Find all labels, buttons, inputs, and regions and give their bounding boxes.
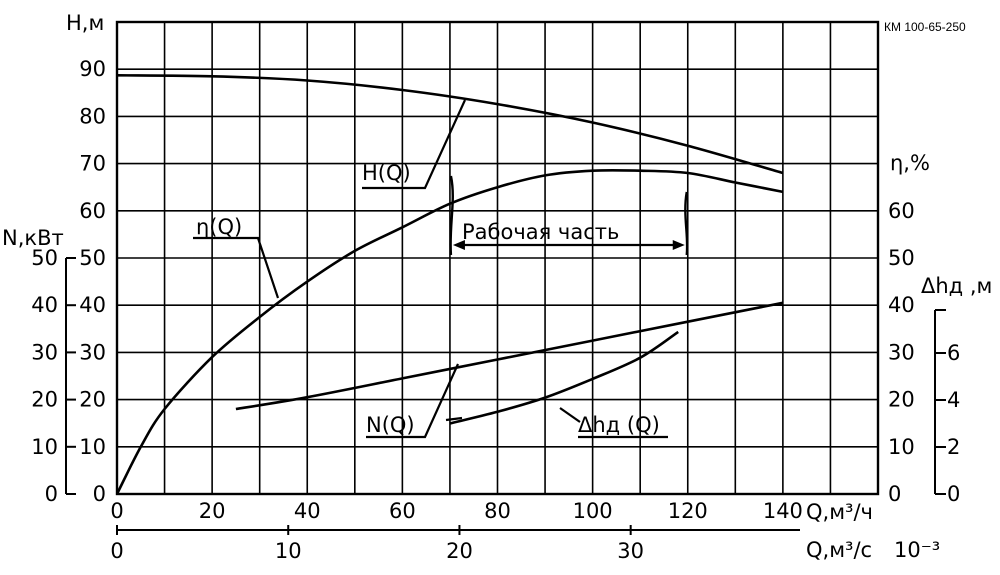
power-tick-label: 20 <box>31 388 58 412</box>
power-tick-label: 40 <box>31 293 58 317</box>
efficiency-tick-label: 0 <box>888 482 901 506</box>
x2-tick-label: 0 <box>110 539 123 563</box>
npsh-curve-label: Δhд (Q) <box>578 413 660 437</box>
curves <box>115 74 784 495</box>
power-tick-label: 0 <box>45 482 58 506</box>
working-range-left-mark <box>449 175 454 256</box>
efficiency-tick-label: 20 <box>888 388 915 412</box>
head-tick-label: 30 <box>79 340 106 364</box>
working-range-right-mark <box>684 191 689 256</box>
npsh-tick-label: 6 <box>947 341 960 365</box>
power-tick-label: 10 <box>31 435 58 459</box>
head-axis-label: Н,м <box>66 11 104 35</box>
efficiency-tick-label: 50 <box>888 246 915 270</box>
efficiency-curve-label: η(Q) <box>196 215 242 239</box>
power-tick-label: 50 <box>31 246 58 270</box>
grid <box>117 22 878 494</box>
plot-border <box>115 20 880 496</box>
x-tick-label: 20 <box>199 499 226 523</box>
x-tick-label: 60 <box>389 499 416 523</box>
power-curve-label: N(Q) <box>366 413 415 437</box>
head-tick-label: 80 <box>79 104 106 128</box>
working-range-arrowhead-left <box>452 240 465 250</box>
efficiency-curve <box>115 168 784 495</box>
power-curve-leader <box>366 363 460 439</box>
x-tick-label: 100 <box>573 499 613 523</box>
working-range-label: Рабочая часть <box>462 220 619 244</box>
model-label: КМ 100-65-250 <box>884 20 966 34</box>
npsh-axis-label: Δhд ,м <box>921 274 992 298</box>
head-tick-label: 10 <box>79 435 106 459</box>
efficiency-tick-label: 40 <box>888 293 915 317</box>
npsh-tick-label: 4 <box>947 388 960 412</box>
efficiency-tick-label: 60 <box>888 199 915 223</box>
head-tick-label: 20 <box>79 388 106 412</box>
x-axis-label: Q,м³/ч <box>806 500 873 524</box>
x-tick-label: 0 <box>110 499 123 523</box>
axes: 0102030405060708090010203040500102030405… <box>31 57 960 563</box>
x-tick-label: 40 <box>294 499 321 523</box>
labels: Н(Q) η(Q) N(Q) Δhд (Q) <box>193 99 668 439</box>
working-range-arrowhead-right <box>672 240 685 250</box>
head-tick-label: 40 <box>79 293 106 317</box>
efficiency-tick-label: 30 <box>888 340 915 364</box>
head-curve-label: Н(Q) <box>362 161 411 185</box>
npsh-curve-leader-tick <box>559 407 581 423</box>
efficiency-axis-label: η,% <box>890 151 930 175</box>
efficiency-curve-leader <box>193 236 280 299</box>
x2-tick-label: 10 <box>275 539 302 563</box>
head-tick-label: 0 <box>93 482 106 506</box>
x2-axis-label: Q,м³/с <box>806 538 872 562</box>
x2-tick-label: 30 <box>617 539 644 563</box>
x-tick-label: 140 <box>763 499 803 523</box>
head-tick-label: 50 <box>79 246 106 270</box>
x2-axis-multiplier: 10⁻³ <box>894 538 940 562</box>
x-tick-label: 120 <box>668 499 708 523</box>
head-tick-label: 60 <box>79 199 106 223</box>
power-curve <box>235 301 784 411</box>
head-tick-label: 70 <box>79 152 106 176</box>
head-curve <box>116 74 784 175</box>
npsh-curve <box>449 330 679 425</box>
head-curve-leader <box>362 99 467 190</box>
npsh-tick-label: 2 <box>947 435 960 459</box>
npsh-curve-start-mark <box>445 416 463 422</box>
power-tick-label: 30 <box>31 340 58 364</box>
npsh-tick-label: 0 <box>947 482 960 506</box>
efficiency-tick-label: 10 <box>888 435 915 459</box>
x-tick-label: 80 <box>484 499 511 523</box>
plot-frame <box>115 20 880 496</box>
head-tick-label: 90 <box>79 57 106 81</box>
x2-tick-label: 20 <box>446 539 473 563</box>
power-axis-label: N,кВт <box>2 226 64 250</box>
